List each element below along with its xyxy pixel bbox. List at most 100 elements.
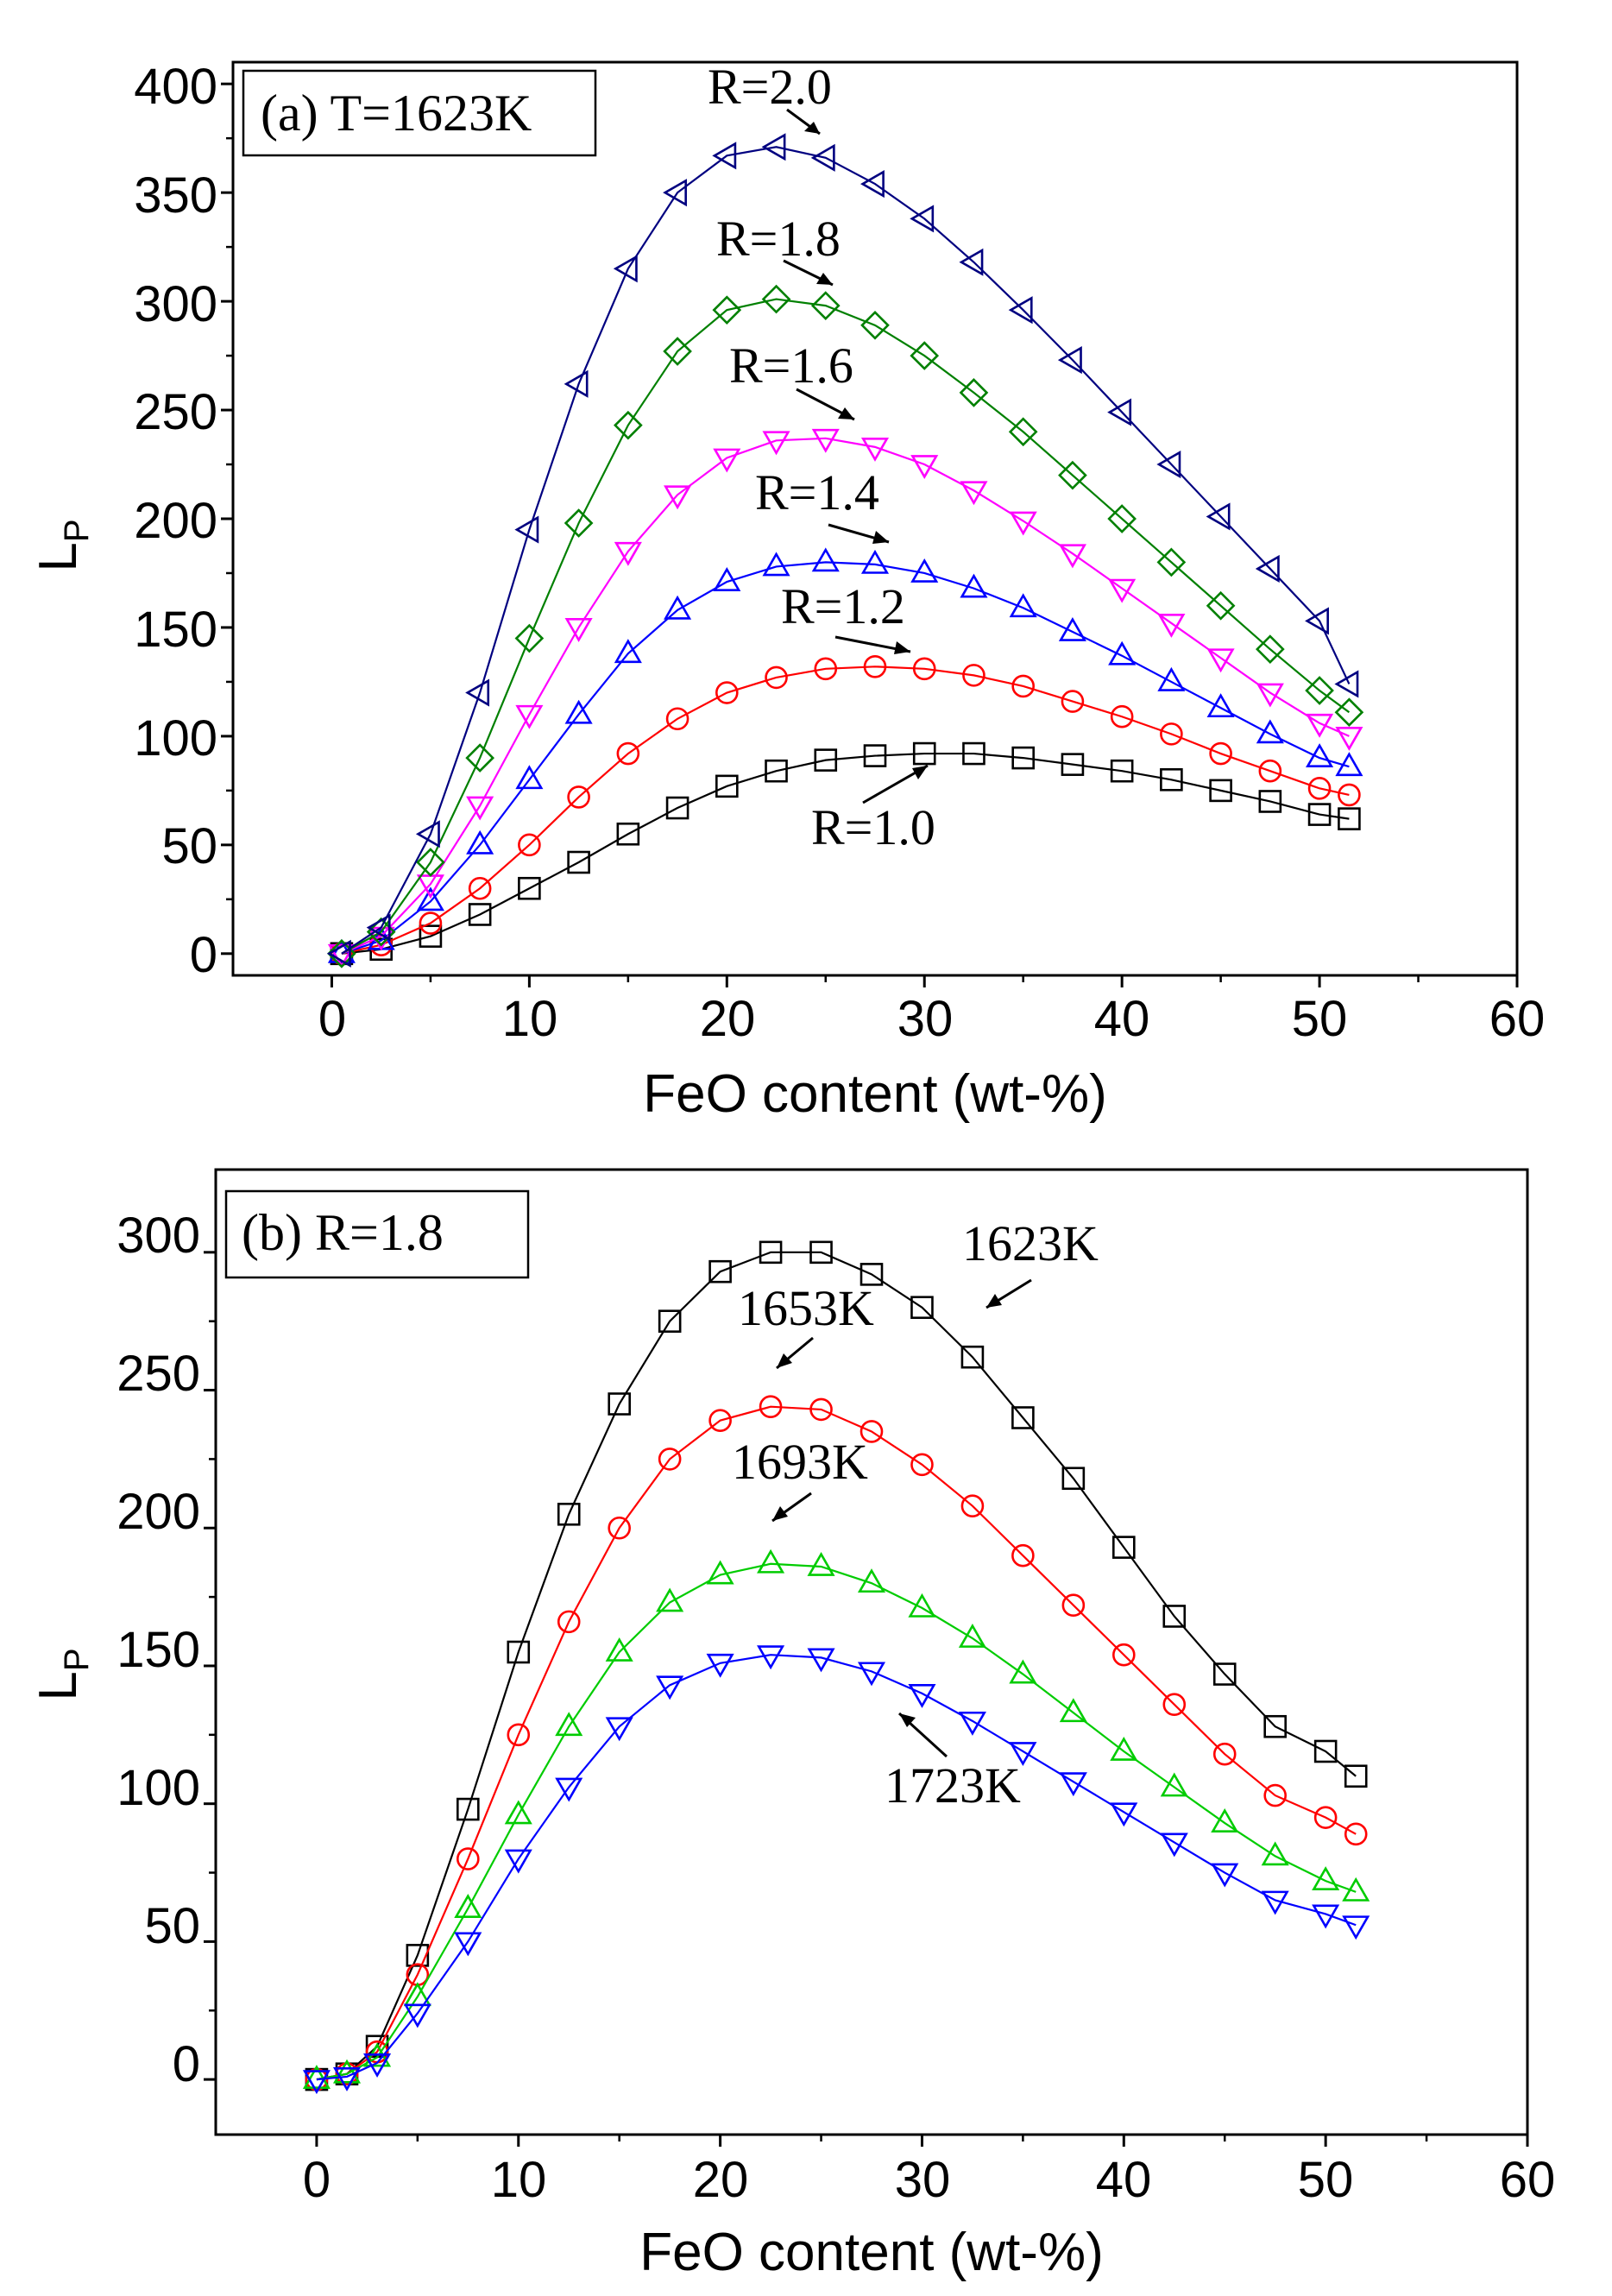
y-tick-label-a: 200 <box>134 493 217 549</box>
data-point-r-1-6 <box>564 618 593 642</box>
data-point-1623k <box>608 1392 631 1416</box>
data-point-1653k <box>809 1397 833 1422</box>
data-point-r-1-2 <box>962 664 985 687</box>
data-point-1623k <box>1162 1605 1187 1628</box>
data-point-1723k <box>332 2067 362 2091</box>
data-point-1623k <box>457 1797 480 1821</box>
data-point-r-1-2 <box>1258 759 1282 783</box>
data-point-1723k <box>1059 1772 1087 1797</box>
data-point-r-1-2 <box>1160 722 1183 746</box>
data-point-r-1-0 <box>1160 767 1183 792</box>
data-point-1693k <box>1009 1659 1037 1684</box>
data-point-1693k <box>958 1624 986 1648</box>
data-point-r-2-0 <box>810 143 835 172</box>
annotation-arrowhead-1653k <box>777 1353 792 1368</box>
data-point-r-2-0 <box>959 248 984 276</box>
data-point-1693k <box>857 1568 886 1593</box>
x-tick-label-b: 0 <box>303 2152 331 2208</box>
data-point-r-2-0 <box>1255 554 1280 583</box>
data-point-1693k <box>504 1800 532 1825</box>
data-point-1723k <box>403 2003 431 2028</box>
x-tick-label-b: 20 <box>693 2152 749 2208</box>
data-point-r-1-8 <box>959 378 989 407</box>
data-point-1623k <box>960 1345 985 1369</box>
y-axis-title-b: LP <box>28 1648 96 1700</box>
data-point-r-1-0 <box>1209 779 1232 803</box>
data-point-r-2-0 <box>366 913 391 942</box>
data-point-1653k <box>1313 1806 1338 1829</box>
data-point-1653k <box>608 1516 631 1540</box>
y-tick-label-a: 300 <box>134 276 217 332</box>
data-point-1693k <box>1160 1772 1188 1797</box>
x-tick-label-b: 50 <box>1298 2152 1354 2208</box>
data-point-r-1-8 <box>860 310 890 340</box>
data-point-r-2-0 <box>761 133 786 161</box>
data-point-1693k <box>302 2065 331 2090</box>
data-point-r-1-2 <box>567 785 590 809</box>
annotation-arrowhead-1623k <box>986 1294 1002 1308</box>
x-tick-label-b: 30 <box>895 2152 951 2208</box>
data-point-r-2-0 <box>415 820 440 848</box>
data-point-r-1-2 <box>1110 704 1134 729</box>
data-point-r-1-2 <box>518 833 541 857</box>
data-point-r-1-4 <box>614 639 642 664</box>
data-point-1693k <box>908 1593 936 1618</box>
data-point-r-1-0 <box>814 748 838 772</box>
data-point-1623k <box>708 1259 732 1284</box>
data-point-r-2-0 <box>1107 398 1132 426</box>
data-point-r-1-6 <box>1157 614 1186 638</box>
data-point-r-1-4 <box>811 547 840 572</box>
y-tick-label-b: 250 <box>116 1346 200 1402</box>
data-point-r-1-2 <box>1209 741 1232 766</box>
data-point-r-1-8 <box>564 508 594 538</box>
data-point-1723k <box>1160 1832 1188 1858</box>
y-tick-label-b: 50 <box>144 1898 200 1954</box>
series-line-r-2-0 <box>341 146 1351 955</box>
data-point-r-1-4 <box>1256 719 1284 744</box>
series-line-1623k <box>316 1251 1357 2081</box>
data-point-r-2-0 <box>613 255 638 283</box>
data-point-r-1-2 <box>665 707 690 731</box>
data-point-1693k <box>1059 1698 1087 1723</box>
data-point-1623k <box>658 1309 682 1333</box>
panel-label-box-a <box>242 69 597 157</box>
data-point-1723k <box>958 1711 986 1736</box>
data-point-r-1-2 <box>715 681 739 704</box>
data-point-1653k <box>1011 1543 1035 1567</box>
data-point-r-1-6 <box>910 455 939 480</box>
annotation-r-1-6: R=1.6 <box>729 337 853 394</box>
data-point-r-2-0 <box>1334 670 1359 698</box>
data-point-r-1-2 <box>765 665 788 690</box>
data-point-r-1-2 <box>419 911 443 935</box>
data-point-1653k <box>658 1448 682 1471</box>
data-point-r-1-2 <box>814 657 838 681</box>
annotation-arrowhead-r-2-0 <box>804 122 820 134</box>
data-point-1723k <box>656 1675 684 1700</box>
svg-text:LP: LP <box>28 519 96 571</box>
data-point-r-1-0 <box>765 759 788 783</box>
data-point-1723k <box>302 2070 331 2095</box>
data-point-1723k <box>1261 1890 1289 1915</box>
annotation-r-2-0: R=2.0 <box>708 59 832 115</box>
data-point-r-2-0 <box>1206 502 1231 531</box>
data-point-r-1-4 <box>1009 593 1037 618</box>
panel-label-box-b <box>224 1189 530 1279</box>
data-point-r-1-6 <box>762 431 790 456</box>
series-line-1723k <box>316 1654 1357 2081</box>
data-point-r-1-8 <box>810 291 841 320</box>
data-point-1653k <box>557 1610 581 1634</box>
data-point-r-1-0 <box>912 741 936 766</box>
data-point-r-1-4 <box>416 886 444 911</box>
data-point-1693k <box>332 2059 362 2084</box>
series-group-b <box>302 1240 1370 2095</box>
y-tick-label-b: 200 <box>116 1484 200 1540</box>
data-point-r-1-8 <box>465 743 494 773</box>
data-point-r-1-0 <box>1258 790 1282 813</box>
data-point-1723k <box>706 1653 734 1678</box>
data-point-r-1-8 <box>1334 697 1364 728</box>
series-line-r-1-6 <box>341 437 1350 955</box>
y-tick-label-a: 250 <box>134 384 217 440</box>
data-point-1623k <box>1011 1406 1035 1429</box>
data-point-1723k <box>363 2053 392 2078</box>
x-axis-title-b: FeO content (wt-%) <box>639 2223 1103 2282</box>
